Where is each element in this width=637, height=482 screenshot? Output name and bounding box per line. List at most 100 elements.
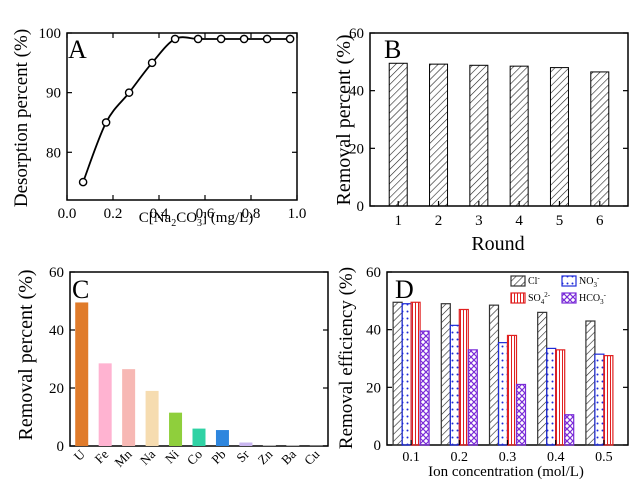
d-ytick-label: 40 — [366, 323, 381, 339]
a-xtick-label: 1.0 — [288, 206, 307, 222]
d-bar — [449, 324, 460, 446]
a-xtick-label: 0.8 — [242, 206, 261, 222]
panel-letter-c: C — [72, 275, 89, 304]
c-ytick-label: 0 — [57, 439, 65, 455]
a-data-point — [170, 34, 180, 44]
a-ytick-label: 90 — [46, 86, 61, 102]
d-xtick-label: 0.4 — [547, 450, 565, 465]
c-ytick-label: 20 — [49, 381, 64, 397]
b-xtick-label: 4 — [515, 213, 523, 229]
d-ylabel: Removal efficiency (%) — [336, 267, 357, 449]
c-xtick-label: Ba — [278, 446, 299, 467]
b-bar — [429, 63, 449, 207]
d-legend-label: NO3- — [579, 274, 600, 289]
panel-a: A Desorption percent (%) C[Na2CO3] (mg/L… — [11, 26, 306, 229]
a-xtick-label: 0.0 — [58, 206, 77, 222]
panel-b: B Removal percent (%) Round 0 20 40 60 1 2 3 4 5… — [333, 26, 629, 255]
c-xtick-label: Fe — [92, 446, 112, 466]
b-ytick-label: 20 — [349, 141, 364, 157]
d-bar — [458, 308, 469, 446]
d-bar — [515, 383, 527, 446]
c-bar — [75, 302, 89, 446]
c-xtick-label: Ni — [162, 446, 182, 466]
c-xtick-label: Sr — [233, 446, 252, 465]
d-legend-swatch — [510, 275, 526, 287]
c-xtick-label: Zn — [255, 446, 276, 467]
d-bar — [440, 303, 451, 446]
c-xtick-label: U — [71, 446, 89, 464]
c-bar — [262, 445, 276, 446]
d-legend-swatch — [561, 292, 577, 304]
c-ylabel: Removal percent (%) — [15, 269, 37, 440]
b-ytick-label: 60 — [349, 26, 364, 42]
c-xtick-label: Mn — [111, 446, 135, 470]
d-bar — [497, 342, 509, 446]
c-ytick-label: 60 — [49, 265, 64, 281]
panel-c: C Removal percent (%) 0 20 40 60 U Fe Mn Na Ni Co… — [15, 265, 329, 470]
a-data-point — [262, 34, 272, 44]
b-bar — [549, 67, 569, 207]
c-bar — [169, 412, 183, 446]
a-xtick-label: 0.4 — [150, 206, 169, 222]
c-ytick-label: 40 — [49, 323, 64, 339]
b-xtick-label: 6 — [596, 213, 604, 229]
c-bar — [286, 445, 300, 446]
d-legend-swatch — [510, 292, 526, 304]
a-data-point — [216, 34, 226, 44]
a-xlabel: C[Na2CO3] (mg/L) — [139, 210, 254, 229]
panel-letter-a: A — [68, 35, 87, 64]
b-ytick-label: 0 — [357, 199, 365, 215]
c-bar — [215, 430, 229, 446]
a-ylabel: Desorption percent (%) — [11, 29, 32, 207]
a-data-point — [193, 34, 203, 44]
a-series-line — [82, 36, 291, 183]
d-xtick-label: 0.3 — [499, 450, 517, 465]
c-xtick-label: Na — [137, 446, 158, 467]
d-ytick-label: 0 — [374, 438, 382, 454]
d-bar — [603, 355, 614, 446]
c-xtick-label: Co — [184, 447, 205, 468]
b-plot-frame — [369, 32, 629, 207]
d-xtick-label: 0.2 — [451, 450, 469, 465]
d-bar — [506, 334, 518, 446]
a-data-point — [239, 34, 249, 44]
b-bar — [388, 62, 408, 207]
b-bar — [509, 65, 529, 207]
b-xtick-label: 2 — [435, 213, 443, 229]
d-bar — [467, 349, 478, 446]
c-bar — [192, 428, 206, 446]
b-ytick-label: 40 — [349, 84, 364, 100]
d-xlabel: Ion concentration (mol/L) — [428, 464, 584, 480]
panel-d: D Removal efficiency (%) Ion concentrati… — [336, 265, 629, 480]
d-xtick-label: 0.5 — [595, 450, 613, 465]
a-data-point — [124, 88, 134, 97]
d-legend-label: Cl- — [528, 274, 540, 287]
b-xtick-label: 5 — [556, 213, 564, 229]
b-ylabel: Removal percent (%) — [333, 34, 355, 205]
a-data-point — [78, 177, 88, 187]
c-bar — [98, 363, 112, 446]
c-bar — [145, 390, 159, 446]
a-data-point — [285, 34, 295, 44]
d-bar — [488, 304, 500, 446]
c-bar — [239, 442, 253, 446]
a-xtick-label: 0.6 — [196, 206, 215, 222]
d-bar — [594, 353, 605, 446]
panel-letter-d: D — [395, 275, 414, 304]
d-bar — [585, 320, 596, 446]
a-data-point — [101, 118, 111, 127]
d-legend-swatch — [561, 275, 577, 287]
d-ytick-label: 60 — [366, 265, 381, 281]
d-bar — [401, 303, 412, 446]
c-xtick-label: Pb — [208, 447, 228, 467]
d-bar — [564, 414, 575, 446]
d-xtick-label: 0.1 — [402, 450, 420, 465]
d-legend-label: SO42- — [528, 291, 551, 306]
a-data-point — [147, 58, 157, 68]
a-ytick-label: 80 — [46, 145, 61, 161]
d-bar — [410, 301, 421, 446]
a-ytick-label: 100 — [39, 26, 62, 42]
c-bar — [122, 369, 136, 446]
d-bar — [392, 301, 403, 446]
